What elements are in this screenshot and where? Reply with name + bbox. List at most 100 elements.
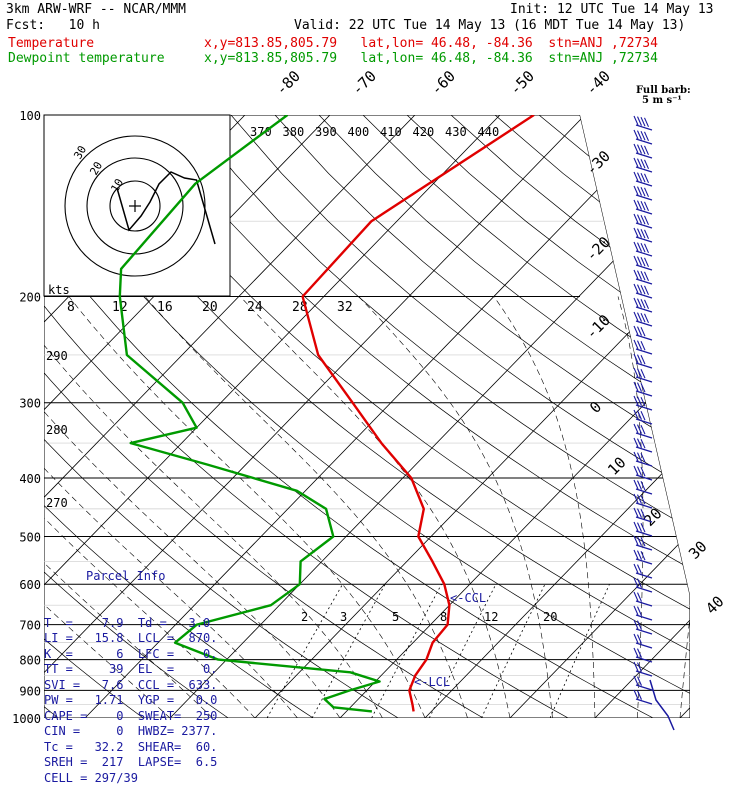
parcel-info-row: CIN = 0 HWBZ= 2377. bbox=[44, 724, 218, 738]
hodograph-units-label: kts bbox=[48, 283, 70, 297]
parcel-info-row: SREH = 217 LAPSE= 6.5 bbox=[44, 755, 218, 769]
wind-barb bbox=[633, 549, 653, 565]
dry-adiabat bbox=[44, 115, 229, 718]
pressure-tick-label: 500 bbox=[19, 530, 41, 544]
hodograph-ring bbox=[64, 135, 206, 277]
wind-barb bbox=[633, 647, 653, 663]
isotherm-line bbox=[84, 115, 671, 718]
wind-barb bbox=[633, 563, 653, 579]
wind-barb bbox=[633, 465, 653, 481]
wind-barb bbox=[633, 535, 653, 551]
wind-barb bbox=[633, 143, 653, 159]
wind-barbs bbox=[633, 115, 675, 731]
model-title: 3km ARW-WRF -- NCAR/MMM bbox=[6, 2, 187, 17]
moist-adiabat bbox=[44, 296, 341, 718]
wind-barb bbox=[633, 661, 653, 677]
theta-label: 390 bbox=[315, 125, 337, 139]
hodograph-ring-label: 10 bbox=[108, 177, 126, 195]
dry-adiabat bbox=[186, 115, 690, 718]
pressure-tick-label: 200 bbox=[19, 291, 41, 305]
pressure-tick-label: 900 bbox=[19, 684, 41, 698]
dry-adiabat bbox=[494, 115, 690, 718]
wind-barb bbox=[633, 213, 653, 229]
mixing-ratio-label: 5 bbox=[392, 610, 399, 624]
wind-barb bbox=[633, 311, 653, 327]
dry-adiabat bbox=[44, 115, 314, 718]
moist-adiabat bbox=[44, 296, 383, 718]
isotherm-line bbox=[44, 115, 586, 718]
speed-scale-label: 24 bbox=[247, 300, 263, 315]
theta-left-label: 280 bbox=[46, 423, 68, 437]
temperature-station-info: x,y=813.85,805.79 lat,lon= 46.48, -84.36… bbox=[204, 36, 658, 51]
parcel-info-row: Tc = 32.2 SHEAR= 60. bbox=[44, 739, 218, 754]
mixing-ratio-label: 8 bbox=[440, 610, 447, 624]
isotherm-line bbox=[594, 115, 690, 718]
theta-label: 440 bbox=[478, 125, 500, 139]
theta-label: 370 bbox=[250, 125, 272, 139]
moist-adiabat bbox=[68, 296, 426, 718]
isotherm-tick-label: 0 bbox=[586, 398, 605, 417]
moist-adiabat bbox=[44, 296, 256, 718]
dry-adiabat bbox=[230, 115, 690, 718]
mixing-ratio-line bbox=[371, 584, 442, 718]
dry-adiabat bbox=[670, 115, 690, 718]
dry-adiabat bbox=[450, 115, 690, 718]
skewt-grid bbox=[44, 115, 690, 718]
parcel-info-row: T = 7.9 Td = 3.0 bbox=[44, 615, 211, 630]
isotherm-line bbox=[424, 115, 690, 718]
moist-adiabat bbox=[44, 296, 213, 718]
isotherm-line bbox=[169, 115, 690, 718]
wind-barb bbox=[633, 479, 653, 495]
forecast-hour: Fcst: 10 h bbox=[6, 18, 100, 33]
wind-barb bbox=[633, 171, 653, 187]
dewpoint-profile bbox=[118, 115, 381, 713]
wind-barb bbox=[633, 367, 653, 383]
wind-barb bbox=[633, 423, 653, 439]
dry-adiabat bbox=[44, 115, 654, 718]
mixing-ratio-label: 3 bbox=[340, 610, 347, 624]
theta-label: 400 bbox=[348, 125, 370, 139]
wind-barb bbox=[633, 451, 653, 467]
wind-barb bbox=[633, 283, 653, 299]
dewpoint-legend-label: Dewpoint temperature bbox=[8, 51, 165, 66]
speed-scale-label: 20 bbox=[202, 300, 218, 315]
isotherm-tick-label: -50 bbox=[506, 67, 538, 99]
ccl-annotation: <-CCL bbox=[450, 591, 486, 605]
wind-barb bbox=[649, 679, 675, 731]
isotherm-tick-label: 30 bbox=[685, 537, 711, 563]
moist-adiabat bbox=[617, 296, 644, 718]
mixing-ratio-line bbox=[428, 584, 497, 718]
mixing-ratio-label: 2 bbox=[301, 610, 308, 624]
dry-adiabat bbox=[44, 115, 399, 718]
pressure-tick-label: 1000 bbox=[12, 712, 41, 726]
pressure-tick-label: 600 bbox=[19, 578, 41, 592]
sounding-series bbox=[118, 115, 535, 713]
isotherm-tick-label: -80 bbox=[272, 67, 304, 99]
wind-barb bbox=[633, 395, 653, 411]
isotherm-tick-label: -70 bbox=[348, 67, 380, 99]
theta-label: 380 bbox=[283, 125, 305, 139]
pressure-tick-label: 700 bbox=[19, 619, 41, 633]
wind-barb bbox=[633, 689, 653, 705]
mixing-ratio-line bbox=[266, 584, 343, 718]
parcel-info-row: CAPE = 0 SWEAT= 250 bbox=[44, 708, 218, 723]
wind-barb bbox=[633, 325, 653, 341]
parcel-info-box: Parcel Info T = 7.9 Td = 3.0 LI = 15.8 LC… bbox=[44, 538, 244, 802]
dry-adiabat bbox=[98, 115, 690, 718]
mixing-ratio-line bbox=[549, 584, 610, 718]
temperature-profile bbox=[301, 115, 535, 712]
wind-barb bbox=[633, 157, 653, 173]
wind-barb bbox=[633, 185, 653, 201]
valid-time: Valid: 22 UTC Tue 14 May 13 (16 MDT Tue … bbox=[294, 18, 686, 33]
wind-barb bbox=[633, 129, 653, 145]
pressure-tick-label: 300 bbox=[19, 397, 41, 411]
wind-barb bbox=[633, 227, 653, 243]
wind-barb bbox=[633, 493, 653, 509]
moist-adiabat bbox=[679, 296, 690, 718]
wind-barb bbox=[633, 297, 653, 313]
mixing-ratio-line bbox=[311, 584, 386, 718]
parcel-info-title: Parcel Info bbox=[86, 569, 166, 583]
isotherm-line bbox=[509, 115, 690, 718]
wind-barb bbox=[633, 255, 653, 271]
